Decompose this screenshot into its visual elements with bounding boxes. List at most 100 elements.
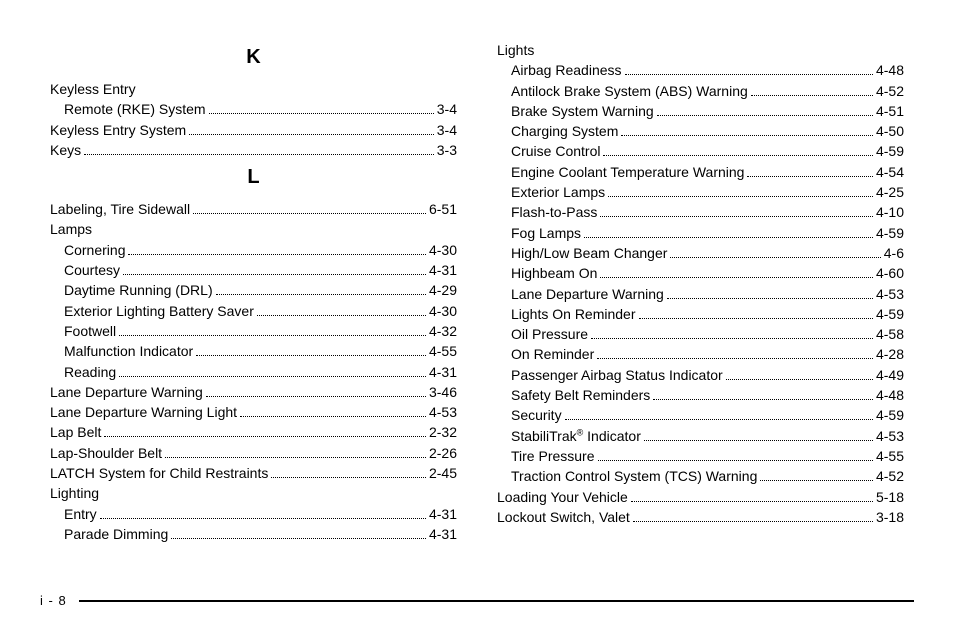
- index-entry-page: 3-3: [437, 140, 457, 160]
- index-entry: Keys 3-3: [50, 140, 457, 160]
- index-entry: Fog Lamps 4-59: [497, 223, 904, 243]
- dot-leader: [633, 520, 873, 522]
- index-entry: Flash-to-Pass 4-10: [497, 202, 904, 222]
- dot-leader: [667, 297, 873, 299]
- index-entry-label: Charging System: [511, 121, 618, 141]
- dot-leader: [84, 153, 434, 155]
- index-entry-label: Reading: [64, 362, 116, 382]
- index-page: KKeyless EntryRemote (RKE) System 3-4Key…: [0, 0, 954, 638]
- index-entry-page: 4-55: [429, 341, 457, 361]
- index-entry-page: 4-59: [876, 141, 904, 161]
- dot-leader: [653, 398, 873, 400]
- dot-leader: [608, 195, 873, 197]
- index-entry-label: Courtesy: [64, 260, 120, 280]
- index-entry-page: 2-45: [429, 463, 457, 483]
- dot-leader: [100, 517, 426, 519]
- index-entry-label: Footwell: [64, 321, 116, 341]
- index-entry-page: 4-59: [876, 304, 904, 324]
- index-entry-label: Lockout Switch, Valet: [497, 507, 630, 527]
- index-entry: Passenger Airbag Status Indicator 4-49: [497, 365, 904, 385]
- index-entry-page: 4-58: [876, 324, 904, 344]
- dot-leader: [584, 236, 873, 238]
- index-entry-page: 4-51: [876, 101, 904, 121]
- dot-leader: [600, 276, 873, 278]
- index-entry: Entry 4-31: [50, 504, 457, 524]
- index-entry: Footwell 4-32: [50, 321, 457, 341]
- section-letter: K: [50, 46, 457, 69]
- index-entry: High/Low Beam Changer 4-6: [497, 243, 904, 263]
- index-entry-page: 4-53: [429, 402, 457, 422]
- dot-leader: [625, 73, 873, 75]
- index-entry-page: 4-31: [429, 260, 457, 280]
- dot-leader: [760, 479, 873, 481]
- index-entry-page: 4-29: [429, 280, 457, 300]
- index-entry-page: 4-25: [876, 182, 904, 202]
- index-entry-label: Lane Departure Warning Light: [50, 402, 237, 422]
- index-entry: Cruise Control 4-59: [497, 141, 904, 161]
- dot-leader: [600, 215, 873, 217]
- index-entry: Malfunction Indicator 4-55: [50, 341, 457, 361]
- index-entry: Exterior Lighting Battery Saver 4-30: [50, 301, 457, 321]
- index-entry-page: 2-26: [429, 443, 457, 463]
- index-entry-page: 4-55: [876, 446, 904, 466]
- index-entry: Exterior Lamps 4-25: [497, 182, 904, 202]
- index-entry-label: Labeling, Tire Sidewall: [50, 199, 190, 219]
- left-column: KKeyless EntryRemote (RKE) System 3-4Key…: [50, 40, 457, 544]
- index-entry-page: 4-28: [876, 344, 904, 364]
- index-entry-page: 4-53: [876, 426, 904, 446]
- index-entry-label: Cruise Control: [511, 141, 600, 161]
- index-entry-label: Antilock Brake System (ABS) Warning: [511, 81, 748, 101]
- index-entry-page: 4-54: [876, 162, 904, 182]
- index-entry-label: Engine Coolant Temperature Warning: [511, 162, 744, 182]
- index-entry-page: 4-53: [876, 284, 904, 304]
- index-entry: Traction Control System (TCS) Warning 4-…: [497, 466, 904, 486]
- index-entry-label: Oil Pressure: [511, 324, 588, 344]
- index-entry: LATCH System for Child Restraints 2-45: [50, 463, 457, 483]
- index-heading: Lighting: [50, 483, 457, 503]
- index-entry-label: Traction Control System (TCS) Warning: [511, 466, 757, 486]
- index-entry: Highbeam On 4-60: [497, 263, 904, 283]
- index-entry: Remote (RKE) System 3-4: [50, 99, 457, 119]
- index-entry: Keyless Entry System 3-4: [50, 120, 457, 140]
- dot-leader: [271, 476, 426, 478]
- index-entry: Loading Your Vehicle 5-18: [497, 487, 904, 507]
- index-entry-page: 4-30: [429, 301, 457, 321]
- index-entry-label: Entry: [64, 504, 97, 524]
- dot-leader: [216, 293, 426, 295]
- dot-leader: [565, 418, 873, 420]
- index-entry: Lane Departure Warning Light 4-53: [50, 402, 457, 422]
- index-entry-label: Remote (RKE) System: [64, 99, 206, 119]
- index-entry-page: 4-48: [876, 60, 904, 80]
- trademark-icon: ®: [577, 427, 584, 437]
- index-entry-label: LATCH System for Child Restraints: [50, 463, 268, 483]
- dot-leader: [189, 133, 434, 135]
- index-entry-label: Keys: [50, 140, 81, 160]
- index-entry-label: Lights On Reminder: [511, 304, 636, 324]
- index-entry-page: 4-50: [876, 121, 904, 141]
- page-footer: i - 8: [40, 593, 914, 608]
- index-entry: Lap-Shoulder Belt 2-26: [50, 443, 457, 463]
- index-entry-page: 4-10: [876, 202, 904, 222]
- index-entry-page: 4-52: [876, 81, 904, 101]
- index-entry: Safety Belt Reminders 4-48: [497, 385, 904, 405]
- index-entry-page: 4-59: [876, 405, 904, 425]
- index-entry-page: 2-32: [429, 422, 457, 442]
- index-entry: Daytime Running (DRL) 4-29: [50, 280, 457, 300]
- index-entry-page: 6-51: [429, 199, 457, 219]
- index-entry: Lane Departure Warning 4-53: [497, 284, 904, 304]
- index-entry-label: Fog Lamps: [511, 223, 581, 243]
- index-entry-label: Safety Belt Reminders: [511, 385, 650, 405]
- index-entry-label: Highbeam On: [511, 263, 597, 283]
- dot-leader: [240, 415, 426, 417]
- dot-leader: [597, 357, 873, 359]
- index-entry-label: Loading Your Vehicle: [497, 487, 628, 507]
- index-entry-label: Lane Departure Warning: [50, 382, 203, 402]
- dot-leader: [598, 459, 873, 461]
- page-number: i - 8: [40, 593, 79, 608]
- columns: KKeyless EntryRemote (RKE) System 3-4Key…: [50, 40, 904, 544]
- index-entry: Lights On Reminder 4-59: [497, 304, 904, 324]
- dot-leader: [751, 94, 873, 96]
- index-heading: Keyless Entry: [50, 79, 457, 99]
- index-entry-page: 4-6: [884, 243, 904, 263]
- dot-leader: [128, 253, 425, 255]
